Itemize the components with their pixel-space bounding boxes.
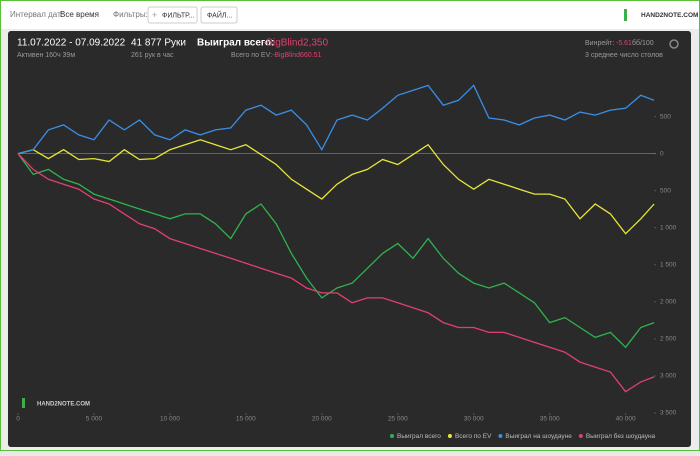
y-tick-label: 3 000 [660,373,677,380]
y-tick-label: 2 000 [660,299,677,306]
filter-button-label[interactable]: ФИЛЬТР... [162,12,194,19]
winrate-value: -5.61 [616,40,632,47]
logo: HAND2NOTE.COM [641,12,698,19]
x-tick-label: 5 000 [86,416,103,423]
ev-label: Всего по EV: [231,52,272,59]
y-tick-label: 1 500 [660,261,677,268]
series-line [17,84,655,155]
legend-label: Выиграл всего [397,433,441,440]
watermark: HAND2NOTE.COM [37,402,90,408]
y-tick-label: 500 [660,113,671,120]
legend-marker [390,434,394,438]
x-tick-label: 10 000 [160,416,180,423]
date-label: Интервал дат: [10,10,63,19]
y-tick-label: 0 [660,150,664,157]
winrate-unit: бб/100 [632,39,654,47]
plus-icon: + [152,10,157,20]
x-tick-label: 30 000 [464,416,484,423]
legend-marker [498,434,503,438]
tables: 3 среднее число столов [585,52,663,59]
file-button-label[interactable]: ФАЙЛ... [207,10,232,19]
x-tick-label: 15 000 [236,416,256,423]
legend-label: Выиграл на шоудауне [505,433,572,440]
watermark-mark [22,398,25,408]
y-tick-label: 500 [660,187,671,194]
legend-marker [578,434,583,438]
period: 11.07.2022 - 07.09.2022 [17,38,126,49]
filter-button[interactable] [147,6,198,24]
legend-marker [447,434,452,438]
ev-value: -BigBlind660.51 [272,52,322,59]
file-button[interactable] [200,6,238,24]
toolbar [1,1,699,29]
plot: 500 0 500 1 000 1 500 2 000 2 500 3 000 3 500 0 5 … [16,84,677,440]
x-tick-label: 35 000 [540,416,560,423]
hands-per-hour: 261 рук в час [131,52,174,59]
legend-label: Всего по EV [455,433,492,440]
legend-label: Выиграл без шоудауна [586,432,656,440]
winrate-label: Винрейт: [585,39,614,47]
x-tick-label: 0 [16,416,20,423]
x-tick-label: 20 000 [312,416,332,423]
series-line [17,153,655,349]
filters-label: Фильтры: [113,10,148,19]
y-tick-label: 3 500 [660,410,677,417]
y-tick-label: 1 000 [660,224,677,231]
x-tick-label: 40 000 [616,416,636,423]
chart-panel [8,31,691,447]
active-time: Активен 160ч 39м [17,52,75,59]
series-line [17,139,655,235]
date-select[interactable]: Все время [60,10,99,19]
hands: 41 877 Руки [131,38,186,49]
won-label: Выиграл всего: [197,38,274,49]
x-tick-label: 25 000 [388,416,408,423]
series-line [17,153,655,393]
won-value: -BigBlind2,350 [263,38,328,49]
logo-mark [624,9,627,21]
y-tick-label: 2 500 [660,336,677,343]
settings-icon[interactable] [669,39,679,49]
